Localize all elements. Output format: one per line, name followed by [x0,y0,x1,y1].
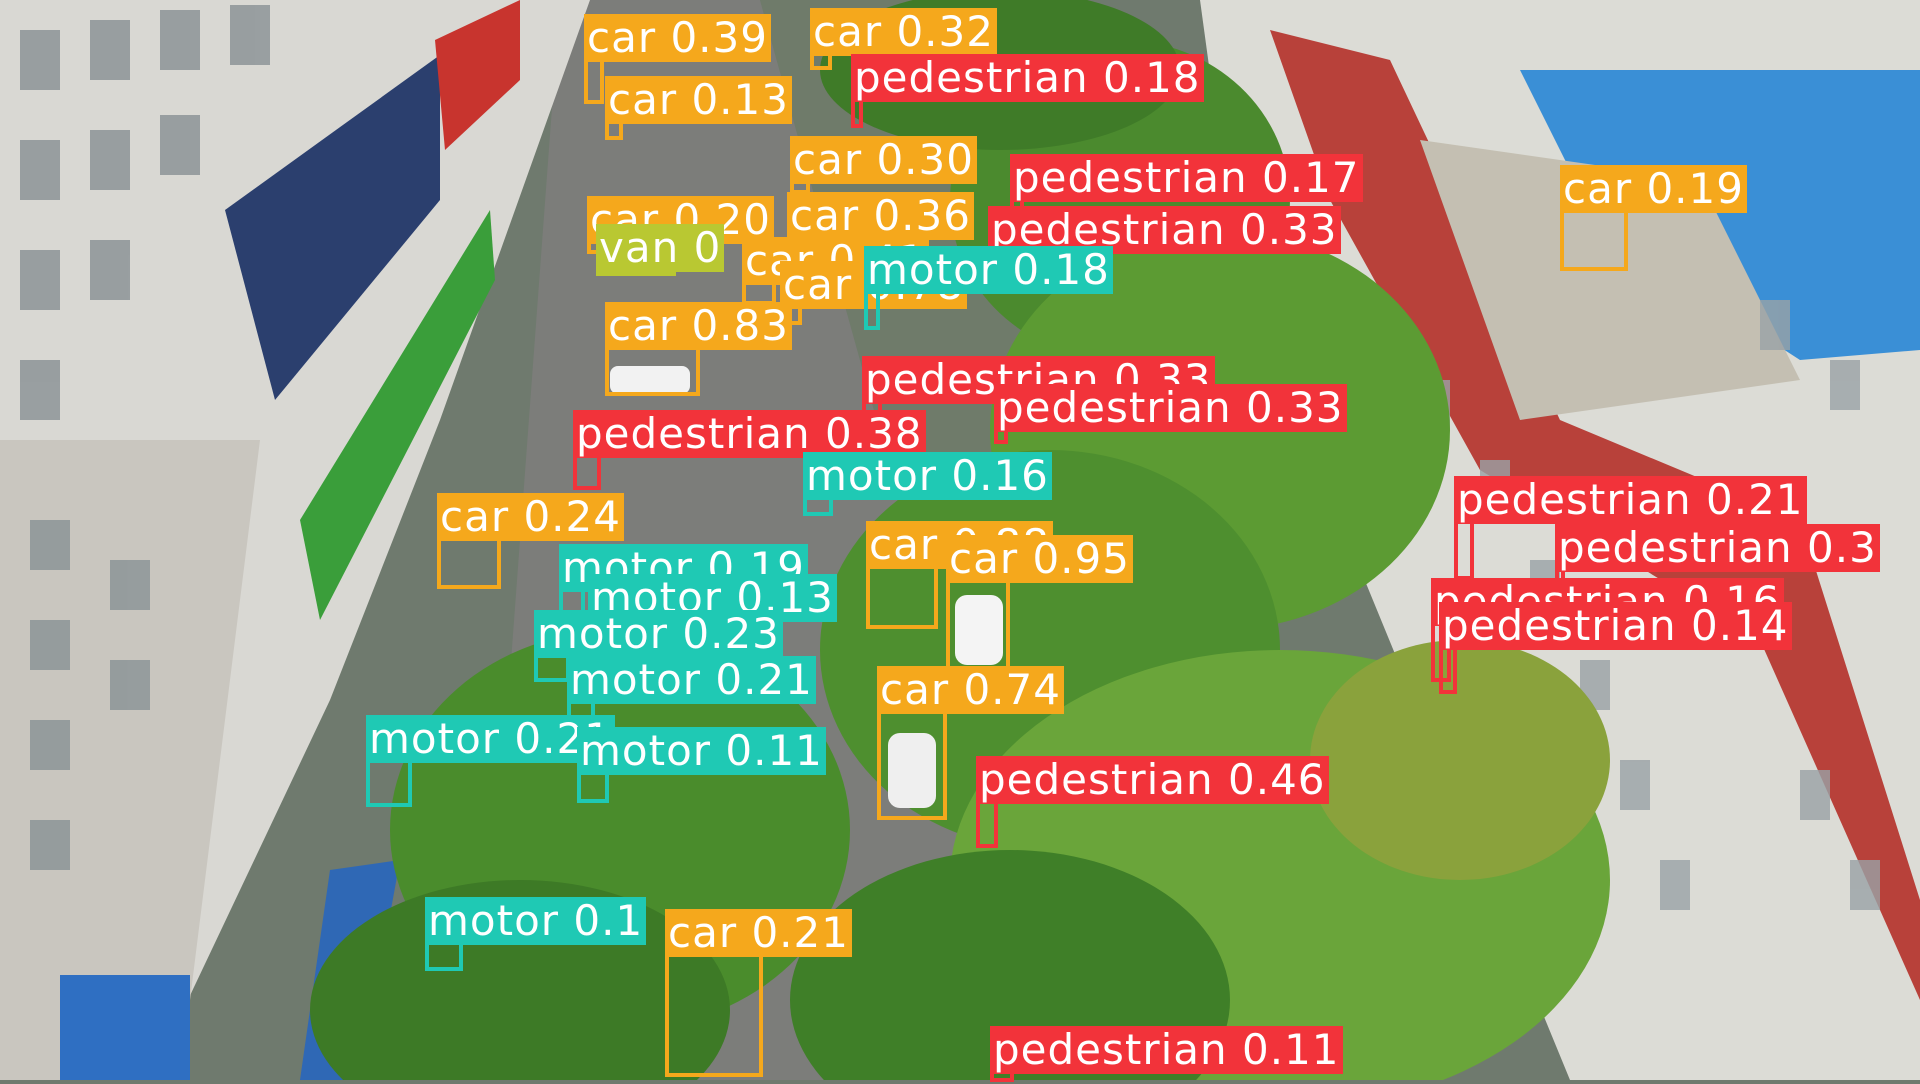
shop-sign-blue [225,55,440,400]
white-car [955,595,1003,665]
shop-sign-red [435,0,520,150]
blue-roof [1520,70,1920,360]
shop-sign-green [300,210,495,620]
blue-sign [60,975,190,1080]
white-car [888,733,936,808]
white-car [610,366,690,394]
